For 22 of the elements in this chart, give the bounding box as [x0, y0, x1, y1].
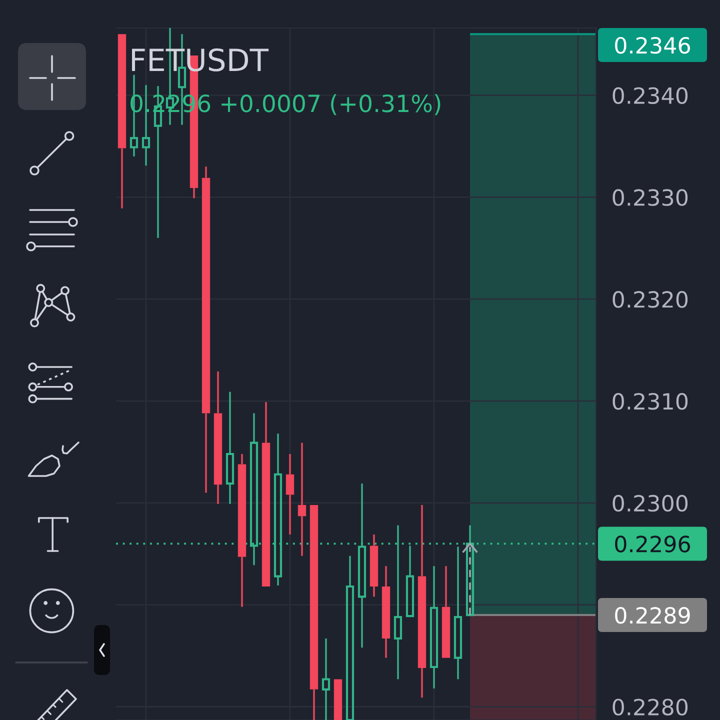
ref-line-label: 0.2346	[615, 36, 690, 54]
candlestick	[286, 453, 294, 536]
candlestick	[370, 534, 378, 598]
candlestick	[418, 504, 426, 698]
y-tick-label: 0.2310	[612, 392, 688, 410]
candlestick	[382, 565, 390, 659]
ref-line-label: 0.2289	[615, 606, 690, 624]
candlestick	[322, 638, 330, 720]
candlestick	[358, 482, 366, 648]
y-tick-label: 0.2340	[612, 87, 688, 104]
ref-line-label: 0.2296	[615, 536, 690, 552]
candlestick	[298, 442, 306, 557]
candlestick	[202, 166, 210, 494]
candlestick	[238, 453, 246, 608]
y-tick-label: 0.2280	[612, 698, 688, 716]
y-tick-label: 0.2320	[612, 291, 688, 308]
candlestick	[214, 370, 222, 505]
candlestick	[454, 546, 462, 680]
candlestick	[226, 391, 234, 505]
y-tick-label: 0.2300	[612, 494, 688, 512]
y-tick-label: 0.2330	[612, 189, 688, 206]
candlestick	[430, 565, 438, 690]
